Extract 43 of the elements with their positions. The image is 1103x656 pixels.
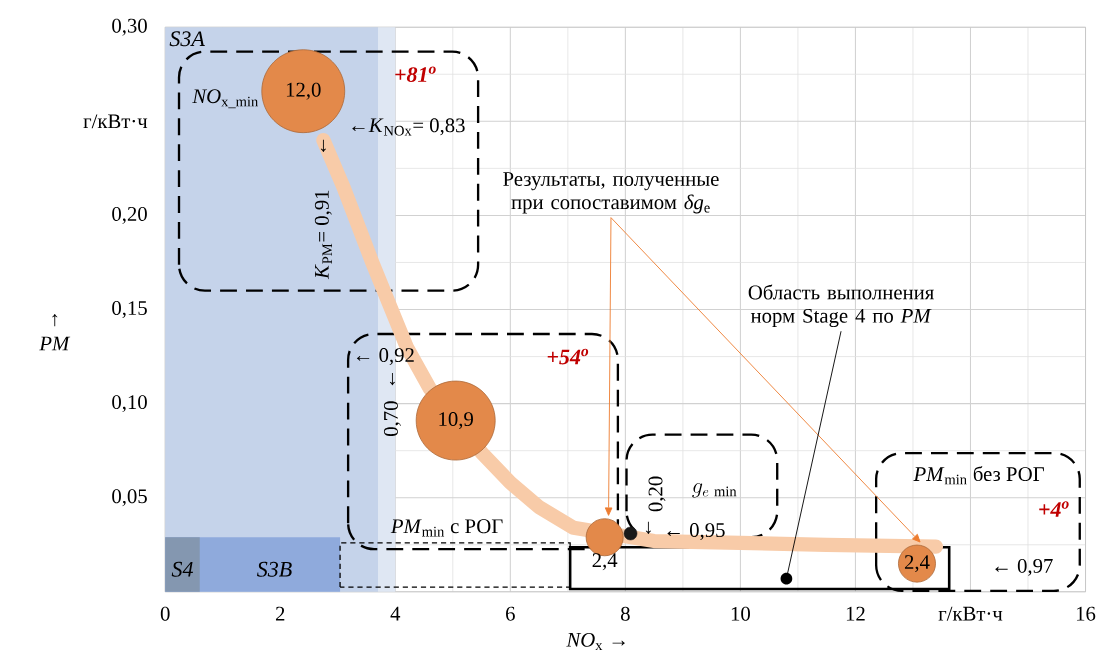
- annotation: 2,4: [592, 553, 618, 571]
- annotation: ←K$_{NOx}$= 0,83: [352, 118, 465, 136]
- band-label: S3A: [169, 31, 205, 47]
- annotation: $g_{e\ \mathrm{min}}$: [692, 482, 737, 498]
- annotation: PM$_{min}$ без РОГ: [913, 466, 1044, 485]
- y-tick-label: 0,15: [112, 301, 147, 319]
- annotation: ← 0,95: [667, 523, 725, 541]
- annotation: 2,4: [904, 555, 930, 573]
- annotation: PM$_{min}$ с РОГ: [390, 519, 503, 537]
- y-tick-label: 0,05: [112, 489, 147, 507]
- x-tick-label: 4: [390, 606, 401, 621]
- x-tick-label: 0: [160, 606, 170, 621]
- x-tick-label: 12: [846, 606, 865, 621]
- x-tick-label: 2: [275, 606, 285, 621]
- x-tick-label: 6: [506, 606, 515, 621]
- annotation: +81$^{o}$: [395, 66, 436, 83]
- annotation: NO$_{x_min}$: [192, 89, 259, 109]
- y-tick-label: 0,10: [112, 395, 147, 413]
- y-tick-label: 0,30: [112, 18, 147, 36]
- y-tick-label: г/кВт·ч: [83, 114, 148, 129]
- x-axis-title: NO$_{x}$ →: [566, 632, 625, 650]
- annotation: 0,70: [383, 401, 401, 437]
- x-tick-label: г/кВт·ч: [938, 606, 1003, 621]
- x-tick-label: 10: [731, 606, 750, 621]
- annotation: ↓: [645, 521, 651, 534]
- annotation: S4: [171, 561, 193, 577]
- annotation: ← 0,97: [995, 558, 1053, 576]
- annotation: S3B: [257, 561, 292, 577]
- annotation: Область выполнения норм Stage 4 по PM: [748, 284, 934, 328]
- annotation: 12,0: [286, 82, 321, 100]
- annotation: +54$^{o}$: [547, 348, 589, 365]
- annotation: 0,20: [648, 476, 666, 512]
- x-tick-label: 16: [1076, 606, 1096, 621]
- annotation: ← 0,92: [356, 348, 414, 366]
- y-axis-title: ↑ PM: [39, 313, 71, 351]
- x-tick-label: 8: [620, 606, 630, 621]
- annotation: ↓: [320, 139, 326, 152]
- annotation: ↓: [389, 373, 395, 386]
- annotation: Результаты, полученные при сопоставимом δg$_{e}$: [503, 172, 719, 214]
- annotation: 10,9: [439, 412, 473, 430]
- y-tick-label: 0,20: [112, 206, 147, 224]
- annotation: +4$^{o}$: [1039, 501, 1069, 517]
- annotation: K$_{PM}$= 0,91: [314, 190, 332, 280]
